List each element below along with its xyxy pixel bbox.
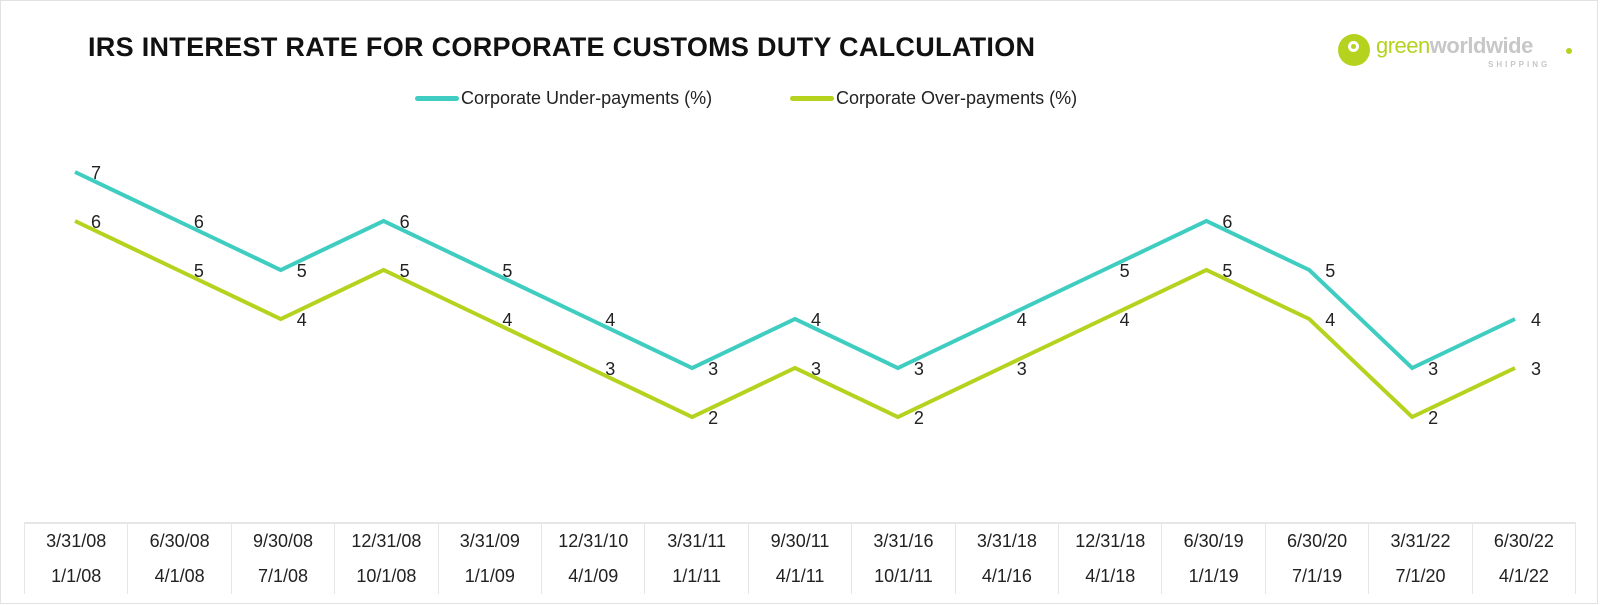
- logo-subtitle: SHIPPING: [1488, 60, 1551, 69]
- data-label-0-0: 7: [91, 163, 101, 183]
- x-tick-label-start: 4/1/08: [154, 566, 205, 586]
- x-tick-label-start: 4/1/11: [775, 566, 825, 586]
- data-label-1-13: 2: [1428, 408, 1438, 428]
- x-tick-column: 3/31/08 1/1/08: [25, 524, 129, 594]
- x-tick-column: 9/30/11 4/1/11: [749, 524, 853, 594]
- x-tick-label-end: 6/30/08: [149, 531, 210, 551]
- legend-label-under: Corporate Under-payments (%): [461, 88, 713, 108]
- x-tick-label-end: 9/30/08: [252, 531, 314, 551]
- data-label-0-2: 5: [297, 261, 307, 281]
- data-label-0-10: 5: [1120, 261, 1130, 281]
- legend-item-over: Corporate Over-payments (%): [790, 88, 1077, 109]
- data-label-1-3: 5: [400, 261, 410, 281]
- logo-registered-icon: [1566, 48, 1572, 54]
- data-label-1-2: 4: [297, 310, 307, 330]
- x-tick-column: 6/30/20 7/1/19: [1266, 524, 1370, 594]
- x-tick-label-end: 12/31/08: [351, 531, 422, 551]
- legend: Corporate Under-payments (%) Corporate O…: [0, 88, 1600, 112]
- data-label-1-12: 4: [1325, 310, 1335, 330]
- series-line-0: [74, 170, 1516, 371]
- x-tick-label-start: 7/1/20: [1395, 566, 1446, 586]
- x-tick-label-end: 3/31/16: [873, 531, 934, 551]
- x-tick-label-end: 9/30/11: [770, 531, 830, 551]
- x-tick-label-start: 10/1/08: [356, 566, 417, 586]
- data-label-0-1: 6: [194, 212, 204, 232]
- x-tick-column: 3/31/22 7/1/20: [1369, 524, 1473, 594]
- data-label-0-6: 3: [708, 359, 718, 379]
- data-label-1-9: 3: [1017, 359, 1027, 379]
- x-tick-label-end: 3/31/11: [667, 531, 726, 551]
- data-label-0-8: 3: [914, 359, 924, 379]
- x-tick-label-end: 6/30/20: [1287, 531, 1348, 551]
- logo-wordmark: greenworldwide: [1376, 34, 1533, 58]
- x-tick-label-start: 4/1/16: [981, 566, 1032, 586]
- data-label-1-10: 4: [1120, 310, 1130, 330]
- data-label-1-14: 3: [1531, 359, 1541, 379]
- x-tick-label-end: 12/31/18: [1075, 531, 1146, 551]
- data-label-0-4: 5: [502, 261, 512, 281]
- x-tick-column: 12/31/10 4/1/09: [542, 524, 646, 594]
- greenworldwide-logo: greenworldwide SHIPPING: [1338, 32, 1578, 76]
- data-label-0-14: 4: [1531, 310, 1541, 330]
- x-tick-label-end: 3/31/09: [459, 531, 520, 551]
- legend-swatch-under: [415, 96, 459, 101]
- x-tick-column: 3/31/09 1/1/09: [439, 524, 543, 594]
- x-tick-label-end: 3/31/22: [1390, 531, 1451, 551]
- x-tick-label-start: 10/1/11: [874, 566, 933, 586]
- x-tick-label-start: 4/1/09: [568, 566, 619, 586]
- data-label-1-6: 2: [708, 408, 718, 428]
- legend-item-under: Corporate Under-payments (%): [415, 88, 712, 109]
- data-label-0-12: 5: [1325, 261, 1335, 281]
- x-tick-label-start: 7/1/19: [1292, 566, 1343, 586]
- data-label-0-11: 6: [1222, 212, 1232, 232]
- data-label-1-1: 5: [194, 261, 204, 281]
- x-tick-label-start: 4/1/18: [1085, 566, 1136, 586]
- data-label-0-9: 4: [1017, 310, 1027, 330]
- data-label-0-7: 4: [811, 310, 821, 330]
- x-tick-label-end: 3/31/08: [46, 531, 107, 551]
- x-tick-label-end: 6/30/19: [1183, 531, 1244, 551]
- x-tick-column: 9/30/08 7/1/08: [232, 524, 336, 594]
- data-label-1-7: 3: [811, 359, 821, 379]
- x-tick-column: 3/31/18 4/1/16: [956, 524, 1060, 594]
- data-label-0-13: 3: [1428, 359, 1438, 379]
- logo-part-worldwide: worldwide: [1429, 33, 1534, 58]
- x-tick-column: 6/30/22 4/1/22: [1473, 524, 1577, 594]
- legend-label-over: Corporate Over-payments (%): [836, 88, 1078, 108]
- line-chart: 7 6 5 6 5 4 3 4 3 4 5 6 5 3 4 6 5 4 5 4 3 2 3 2 3 4 5 4 2 3: [74, 163, 1541, 428]
- x-tick-column: 12/31/18 4/1/18: [1059, 524, 1163, 594]
- legend-swatch-over: [790, 96, 834, 101]
- x-tick-column: 6/30/08 4/1/08: [128, 524, 232, 594]
- data-label-1-4: 4: [502, 310, 512, 330]
- x-tick-label-start: 1/1/09: [464, 566, 515, 586]
- data-label-1-11: 5: [1222, 261, 1232, 281]
- x-tick-label-start: 1/1/08: [51, 566, 102, 586]
- data-label-1-5: 3: [605, 359, 615, 379]
- chart-title: IRS INTEREST RATE FOR CORPORATE CUSTOMS …: [88, 32, 1036, 62]
- data-label-1-8: 2: [914, 408, 924, 428]
- x-tick-column: 3/31/11 1/1/11: [645, 524, 749, 594]
- x-tick-label-start: 4/1/22: [1498, 566, 1549, 586]
- data-label-0-3: 6: [400, 212, 410, 232]
- x-tick-column: 6/30/19 1/1/19: [1162, 524, 1266, 594]
- logo-globe-icon: [1338, 34, 1370, 66]
- x-axis-table: 3/31/08 1/1/08 6/30/08 4/1/08 9/30/08 7/1/08 1…: [24, 522, 1577, 594]
- x-tick-label-start: 7/1/08: [257, 566, 309, 586]
- x-tick-label-end: 3/31/18: [976, 531, 1037, 551]
- series-line-1: [74, 219, 1516, 420]
- x-tick-label-start: 1/1/19: [1188, 566, 1239, 586]
- logo-part-green: green: [1376, 33, 1430, 58]
- x-tick-label-start: 1/1/11: [672, 566, 721, 586]
- x-tick-label-end: 6/30/22: [1493, 531, 1554, 551]
- data-label-0-5: 4: [605, 310, 615, 330]
- x-tick-label-end: 12/31/10: [558, 531, 629, 551]
- data-label-1-0: 6: [91, 212, 101, 232]
- x-tick-column: 3/31/16 10/1/11: [852, 524, 956, 594]
- x-tick-column: 12/31/08 10/1/08: [335, 524, 439, 594]
